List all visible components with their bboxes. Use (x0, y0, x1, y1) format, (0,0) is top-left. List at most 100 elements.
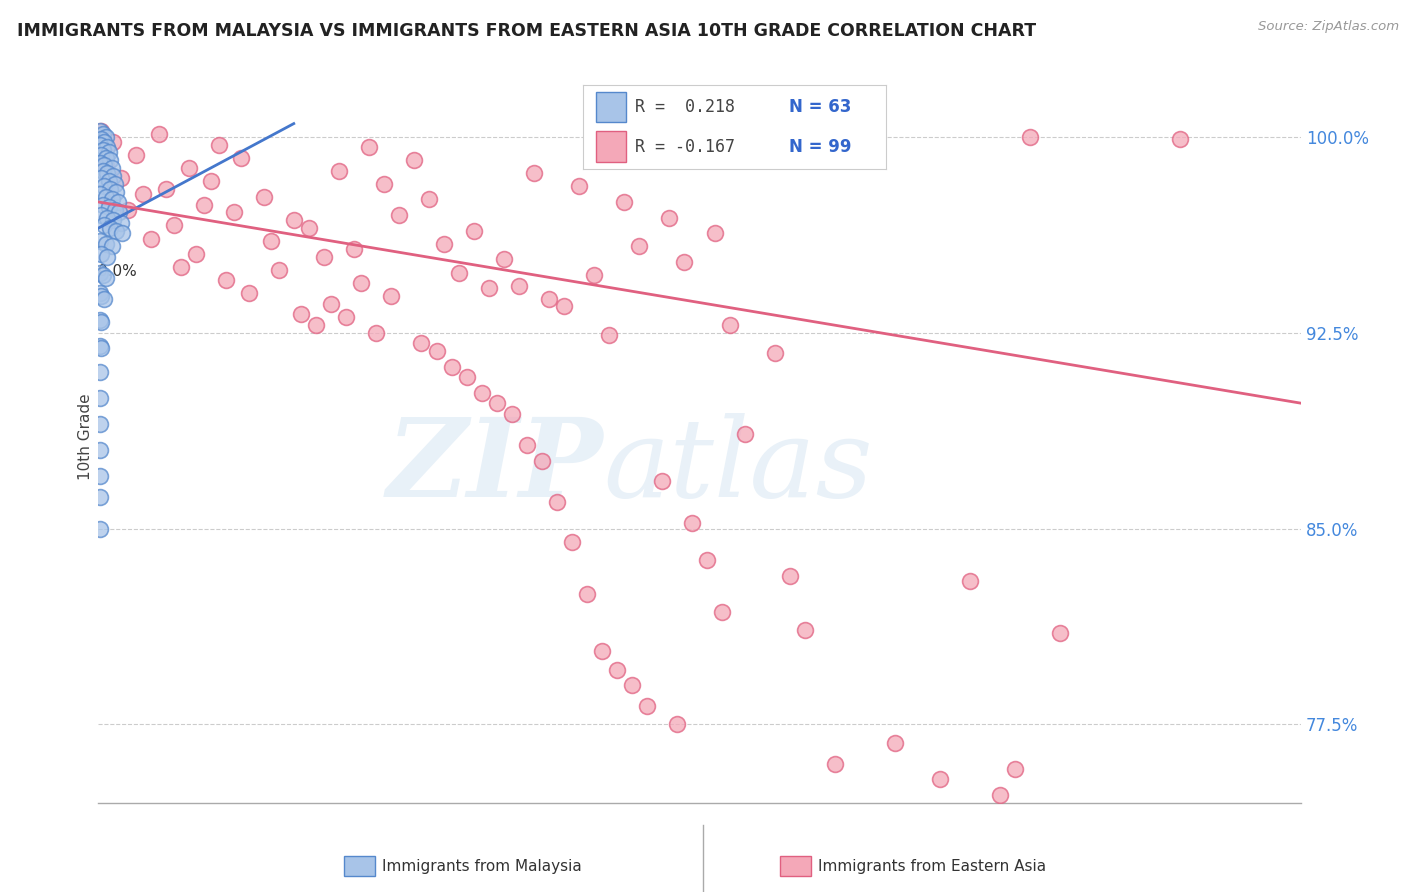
Point (380, 289, 402, 303)
Point (335, 310, 357, 324)
Point (125, 148, 148, 162)
Point (298, 221, 321, 235)
Point (516, 438, 538, 452)
Point (90, 315, 112, 329)
Point (104, 202, 127, 217)
Point (260, 234, 283, 248)
Point (418, 192, 440, 206)
Point (89, 521, 111, 535)
Text: R =  0.218: R = 0.218 (636, 98, 735, 116)
Point (620, 678, 643, 692)
Point (456, 370, 478, 384)
Point (388, 208, 411, 222)
Point (93, 219, 115, 233)
Point (170, 260, 193, 275)
Point (425, 343, 447, 358)
Point (575, 587, 598, 601)
Point (91, 268, 114, 282)
Point (681, 516, 703, 531)
Point (155, 182, 177, 196)
Point (613, 194, 636, 209)
Point (494, 252, 516, 267)
Point (959, 574, 981, 588)
Point (222, 205, 245, 219)
Point (696, 553, 718, 567)
Point (321, 297, 343, 311)
Text: 0.0%: 0.0% (98, 264, 138, 278)
Text: Immigrants from Eastern Asia: Immigrants from Eastern Asia (818, 859, 1046, 873)
Point (91, 143, 114, 157)
Point (734, 427, 756, 442)
Point (530, 453, 553, 467)
Point (463, 224, 485, 238)
Point (177, 161, 200, 175)
Point (402, 153, 425, 168)
Point (93, 158, 115, 172)
Point (93, 179, 115, 194)
Point (94, 236, 117, 251)
Point (94, 129, 117, 144)
Point (628, 239, 651, 253)
Point (89, 417, 111, 431)
Point (89, 469, 111, 483)
Point (208, 137, 231, 152)
Text: ZIP: ZIP (387, 413, 603, 520)
Bar (596, 131, 626, 161)
Point (96, 140, 118, 154)
Point (90, 132, 112, 146)
Point (508, 278, 530, 293)
Point (101, 192, 124, 206)
Point (90, 208, 112, 222)
Point (103, 135, 125, 149)
Point (290, 307, 312, 321)
Point (89, 312, 111, 326)
Point (824, 756, 846, 771)
Point (103, 213, 125, 227)
Point (779, 568, 801, 582)
Point (658, 211, 681, 225)
Point (96, 211, 118, 225)
Point (89, 286, 111, 301)
Point (366, 326, 388, 340)
Point (538, 292, 561, 306)
Text: Source: ZipAtlas.com: Source: ZipAtlas.com (1258, 20, 1399, 33)
Point (90, 341, 112, 355)
Point (561, 534, 583, 549)
Point (105, 224, 128, 238)
Point (110, 171, 132, 186)
Point (96, 250, 118, 264)
Point (763, 346, 786, 360)
Point (89, 443, 111, 458)
Point (433, 236, 456, 251)
Point (89, 391, 111, 405)
Point (200, 174, 222, 188)
Point (312, 250, 335, 264)
Point (343, 242, 366, 256)
Point (110, 216, 132, 230)
Point (583, 268, 606, 282)
Point (89, 338, 111, 352)
Point (231, 151, 253, 165)
Point (90, 148, 112, 162)
Point (89, 124, 111, 138)
Y-axis label: 10th Grade: 10th Grade (77, 393, 93, 481)
Point (606, 663, 628, 677)
Point (793, 624, 815, 638)
Point (523, 166, 546, 180)
Point (568, 179, 591, 194)
Point (485, 396, 508, 410)
Point (636, 699, 658, 714)
Point (89, 137, 111, 152)
Point (350, 276, 373, 290)
Point (100, 153, 122, 168)
Point (883, 736, 905, 750)
Point (193, 197, 215, 211)
Text: N = 99: N = 99 (789, 137, 852, 155)
Point (215, 273, 238, 287)
Point (108, 205, 131, 219)
Point (94, 158, 117, 172)
Point (643, 127, 665, 141)
Point (90, 171, 112, 186)
Point (267, 263, 290, 277)
Text: IMMIGRANTS FROM MALAYSIA VS IMMIGRANTS FROM EASTERN ASIA 10TH GRADE CORRELATION : IMMIGRANTS FROM MALAYSIA VS IMMIGRANTS F… (17, 22, 1036, 40)
